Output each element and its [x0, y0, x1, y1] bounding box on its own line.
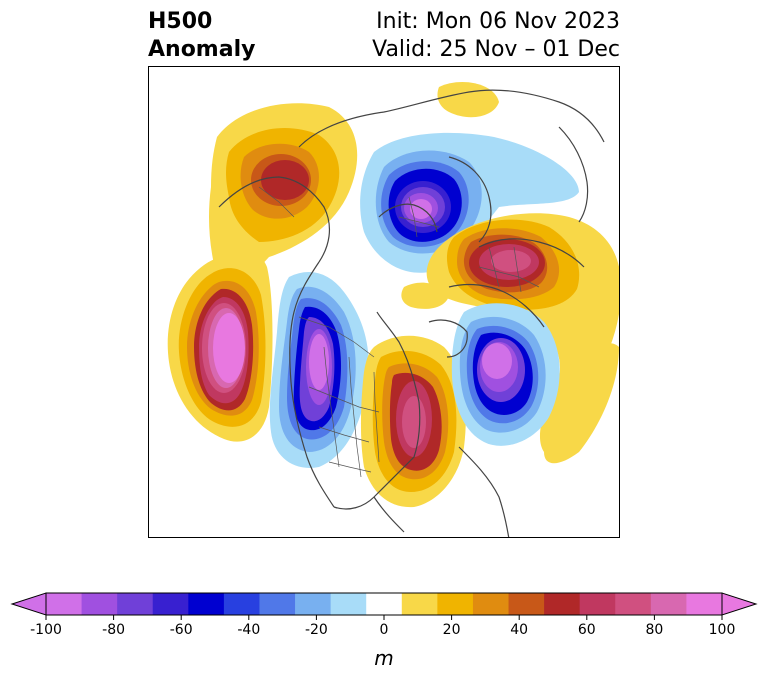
colorbar-segment [295, 593, 332, 615]
init-time: Init: Mon 06 Nov 2023 [376, 9, 620, 34]
anomaly-pacific-ridge [167, 248, 273, 442]
title-field: Anomaly [148, 37, 256, 62]
colorbar-segment [579, 593, 616, 615]
map-subtitle: Init: Mon 06 Nov 2023 Valid: 25 Nov – 01… [372, 8, 620, 64]
anomaly-east-atlantic-ridge [544, 343, 619, 464]
valid-period: Valid: 25 Nov – 01 Dec [372, 37, 620, 62]
anomaly-west-na-trough [269, 272, 369, 468]
colorbar-segment [508, 593, 545, 615]
colorbar-tick-label: -80 [102, 622, 126, 638]
colorbar-tick-label: -40 [237, 622, 261, 638]
colorbar-extend-high [721, 592, 758, 616]
anomaly-arctic-low [360, 132, 579, 273]
colorbar-segment [81, 593, 118, 615]
colorbar-segment [686, 593, 723, 615]
map-title: H500 Anomaly [148, 8, 255, 64]
colorbar-tick-label: -100 [30, 622, 62, 638]
colorbar-tick-label: -20 [304, 622, 328, 638]
colorbar-segment [472, 593, 510, 615]
colorbar-tick-label: 60 [577, 622, 596, 638]
colorbar [10, 592, 758, 620]
coastlines [218, 89, 605, 537]
colorbar-tick-label: 80 [645, 622, 664, 638]
anomaly-east-na-ridge [360, 335, 466, 508]
colorbar-units-label: m [374, 646, 394, 670]
colorbar-segment [188, 593, 225, 615]
colorbar-segment [544, 593, 581, 615]
colorbar-segment [650, 593, 687, 615]
colorbar-segment [117, 593, 154, 615]
anomaly-map [148, 66, 620, 538]
colorbar-segment [437, 593, 474, 615]
colorbar-tick-label: 100 [708, 622, 736, 638]
anomaly-greenland-ridge [401, 282, 449, 309]
colorbar-segment [152, 593, 189, 615]
colorbar-segment [615, 593, 652, 615]
colorbar-tick-label: 40 [510, 622, 529, 638]
political-borders [258, 186, 540, 478]
colorbar-segment [46, 593, 83, 615]
anomaly-atlantic-trough [451, 303, 560, 446]
colorbar-segment [401, 593, 438, 615]
colorbar-segment [366, 593, 403, 615]
title-variable: H500 [148, 9, 213, 34]
colorbar-segment [330, 593, 367, 615]
colorbar-segment [223, 593, 260, 615]
map-canvas [149, 67, 619, 537]
colorbar-segment [259, 593, 296, 615]
colorbar-tick-labels: -100 -80 -60 -40 -20 0 20 40 60 80 100 [0, 622, 768, 644]
colorbar-extend-low [10, 592, 47, 616]
colorbar-tick-label: -60 [169, 622, 193, 638]
colorbar-tick-label: 20 [442, 622, 461, 638]
colorbar-tick-label: 0 [379, 622, 389, 638]
